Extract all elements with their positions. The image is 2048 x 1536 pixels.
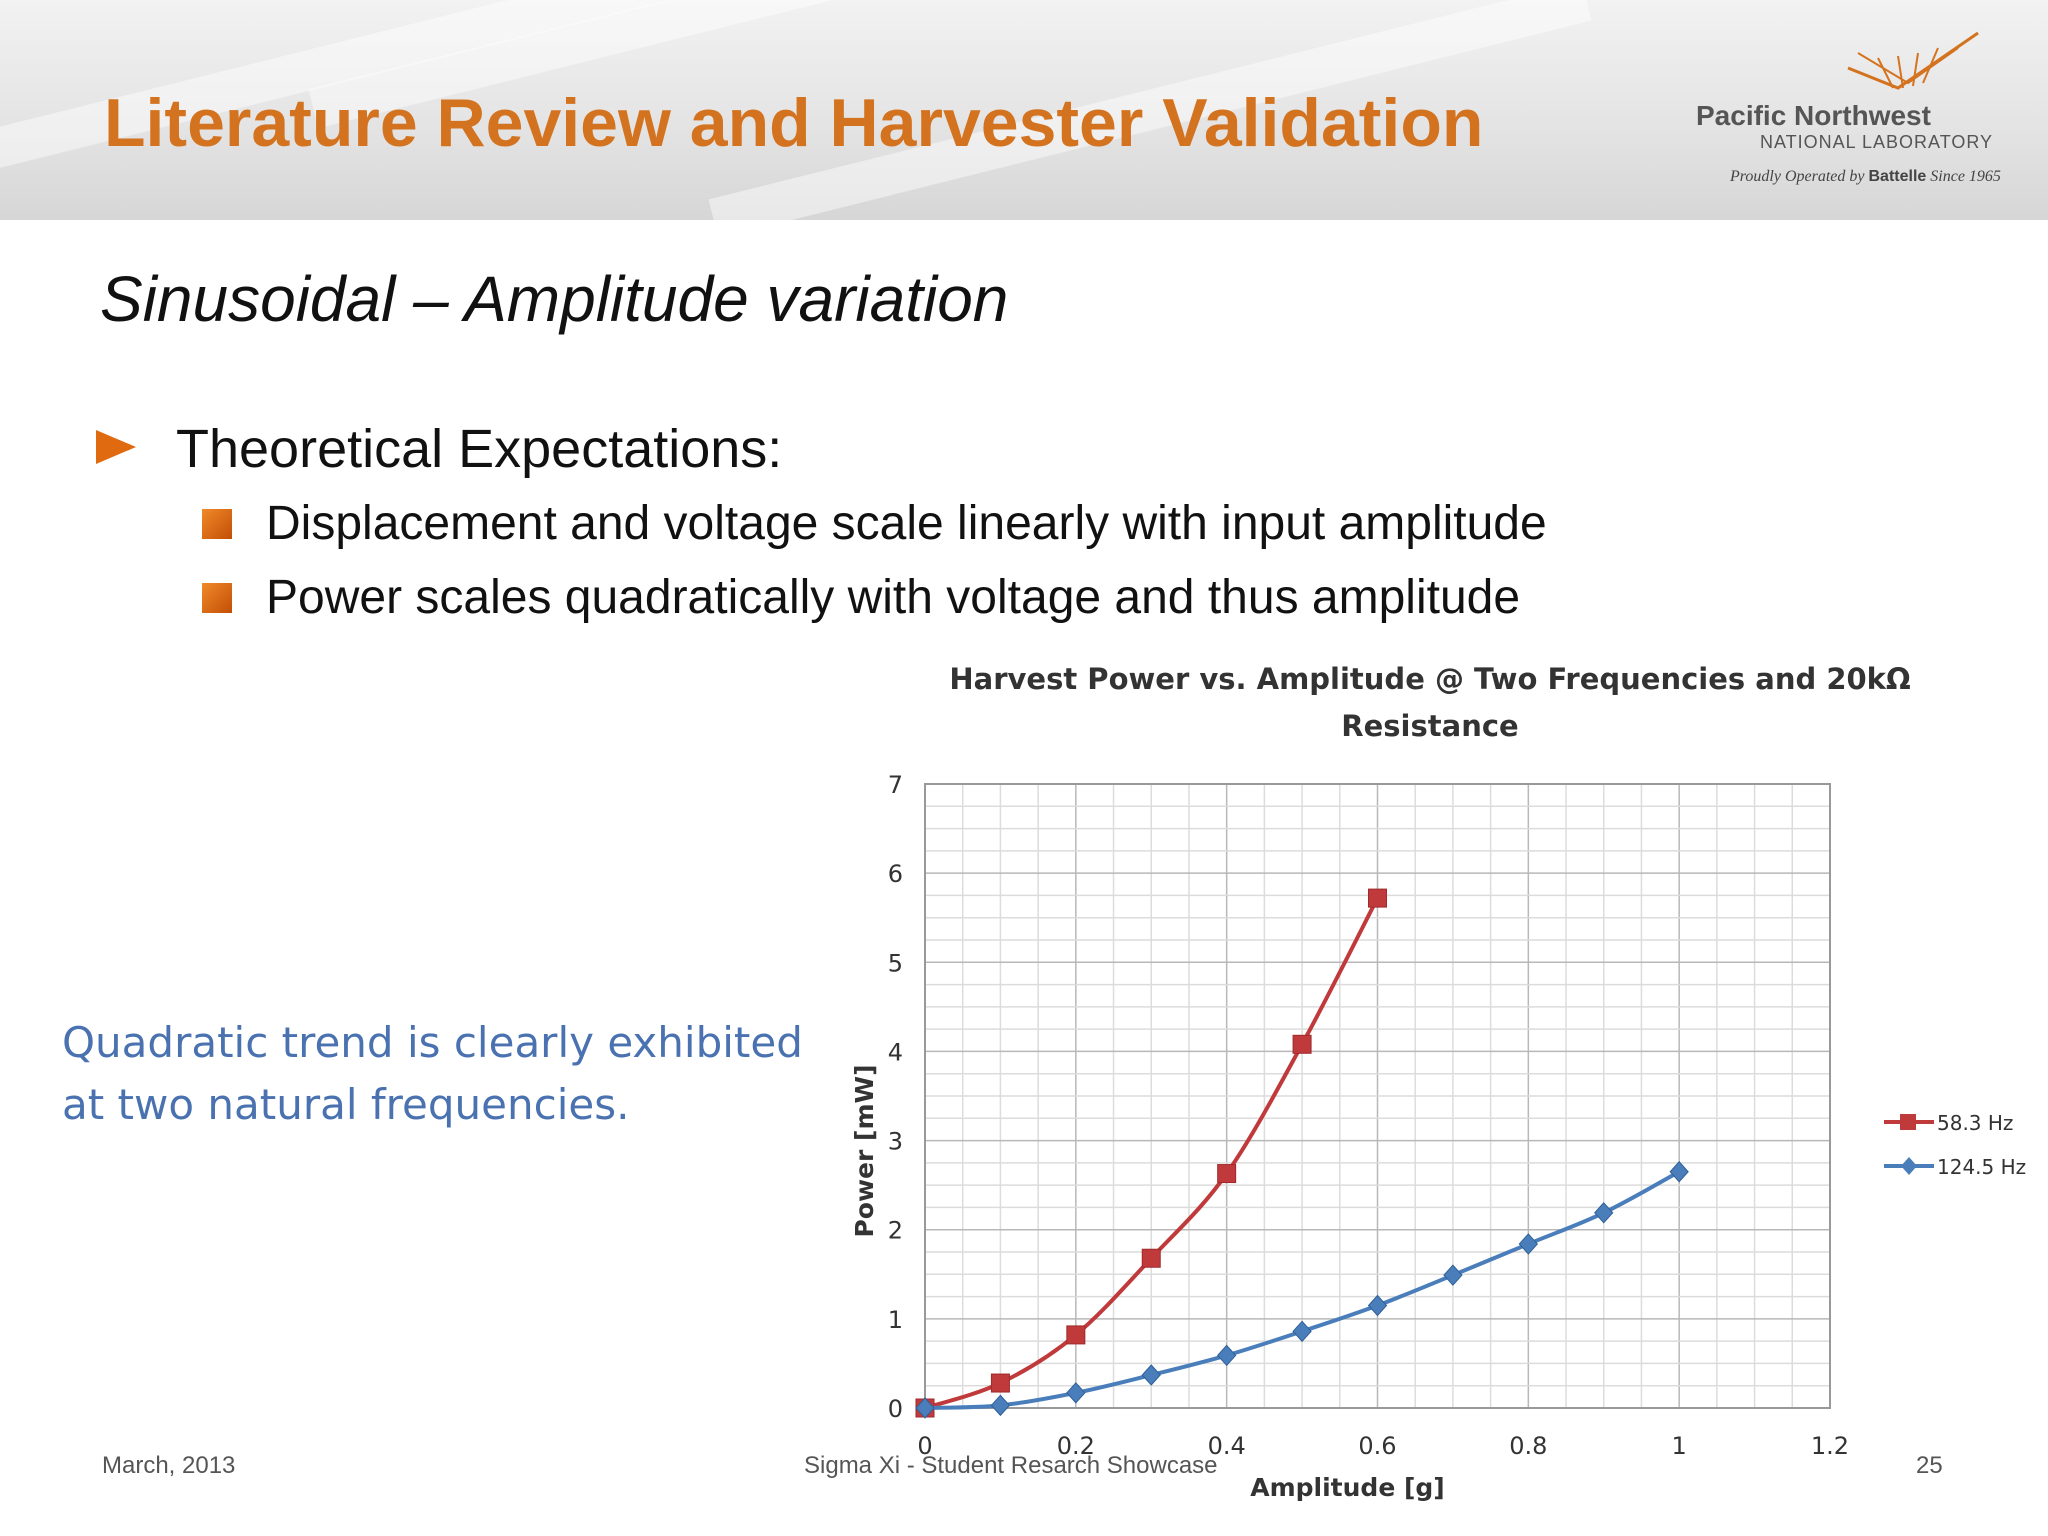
legend-marker-square xyxy=(1900,1114,1916,1130)
data-point-diamond xyxy=(1066,1382,1086,1404)
data-point-diamond xyxy=(1367,1294,1388,1317)
pnnl-logo: Pacific Northwest NATIONAL LABORATORY Pr… xyxy=(1688,28,2028,198)
square-bullet-icon xyxy=(202,583,232,613)
data-point-diamond xyxy=(1141,1364,1161,1386)
x-axis-label: Amplitude [g] xyxy=(1250,1473,1444,1502)
y-tick-label: 0 xyxy=(888,1395,903,1423)
note-text: Quadratic trend is clearly exhibited at … xyxy=(62,1018,803,1129)
slide-title: Literature Review and Harvester Validati… xyxy=(104,85,1484,161)
footer-page: 25 xyxy=(1916,1452,1943,1479)
bullet-sub-2: Power scales quadratically with voltage … xyxy=(266,571,1521,624)
slide-header: Literature Review and Harvester Validati… xyxy=(0,0,2048,220)
y-tick-label: 1 xyxy=(888,1306,903,1334)
square-bullet-icon xyxy=(202,509,232,539)
logo-tagline-post: Since 1965 xyxy=(1926,168,2001,185)
y-tick-label: 5 xyxy=(888,949,903,977)
data-point-square xyxy=(1217,1164,1237,1184)
legend-label: 124.5 Hz xyxy=(1937,1155,2026,1179)
triangle-bullet-icon xyxy=(96,430,136,464)
y-tick-label: 6 xyxy=(888,860,903,888)
x-tick-label: 0 xyxy=(917,1432,932,1460)
data-point-diamond xyxy=(1292,1320,1312,1343)
legend-marker-diamond xyxy=(1901,1157,1917,1175)
logo-subname: NATIONAL LABORATORY xyxy=(1760,132,1994,152)
x-tick-label: 0.4 xyxy=(1208,1432,1246,1460)
x-tick-label: 0.8 xyxy=(1509,1432,1547,1460)
chart-axes: 0 0.2 0.4 0.6 0.8 1 1.2 0 1 2 3 4 5 6 7 Amplitude [g] Po… xyxy=(850,771,1849,1502)
footer-event: Sigma Xi - Student Resarch Showcase xyxy=(804,1452,1218,1479)
x-tick-label: 0.6 xyxy=(1358,1432,1396,1460)
logo-tagline-brand: Battelle xyxy=(1868,168,1927,185)
data-point-square xyxy=(990,1373,1010,1393)
bullet-main: Theoretical Expectations: xyxy=(176,419,783,479)
footer-date: March, 2013 xyxy=(102,1452,236,1479)
x-tick-label: 0.2 xyxy=(1057,1432,1095,1460)
data-point-square xyxy=(1292,1034,1312,1054)
data-point-square xyxy=(1066,1325,1086,1345)
data-point-diamond xyxy=(1669,1161,1689,1183)
data-point-diamond xyxy=(1443,1264,1463,1286)
chart-series xyxy=(915,888,1689,1419)
y-tick-label: 7 xyxy=(888,771,903,799)
data-point-square xyxy=(1368,888,1387,908)
x-tick-label: 1.2 xyxy=(1811,1432,1849,1460)
data-point-diamond xyxy=(990,1394,1011,1417)
series-line xyxy=(924,1170,1681,1410)
chart-grid xyxy=(924,783,1831,1409)
data-point-diamond xyxy=(1216,1344,1237,1367)
logo-mark-icon xyxy=(1847,31,1979,90)
data-point-diamond xyxy=(915,1397,935,1419)
data-point-diamond xyxy=(1594,1202,1614,1224)
legend-label: 58.3 Hz xyxy=(1937,1111,2013,1135)
y-tick-label: 4 xyxy=(888,1038,903,1066)
y-tick-label: 2 xyxy=(888,1217,903,1245)
logo-tagline-pre: Proudly Operated by xyxy=(1730,168,1869,185)
chart-legend: 58.3 Hz 124.5 Hz xyxy=(1884,1111,2026,1179)
x-tick-label: 1 xyxy=(1672,1432,1687,1460)
y-axis-label: Power [mW] xyxy=(850,1064,879,1237)
slide-subtitle: Sinusoidal – Amplitude variation xyxy=(100,263,1009,335)
plot-area-border xyxy=(924,783,1831,1409)
logo-tagline: Proudly Operated by Battelle Since 1965 xyxy=(1730,168,2001,186)
data-point-square xyxy=(1141,1248,1161,1268)
bullet-sub-1: Displacement and voltage scale linearly … xyxy=(266,497,1547,550)
logo-name: Pacific Northwest xyxy=(1696,100,1931,131)
data-point-diamond xyxy=(1518,1233,1539,1255)
chart-title: Harvest Power vs. Amplitude @ Two Freque… xyxy=(949,662,1911,743)
y-tick-label: 3 xyxy=(888,1128,903,1156)
